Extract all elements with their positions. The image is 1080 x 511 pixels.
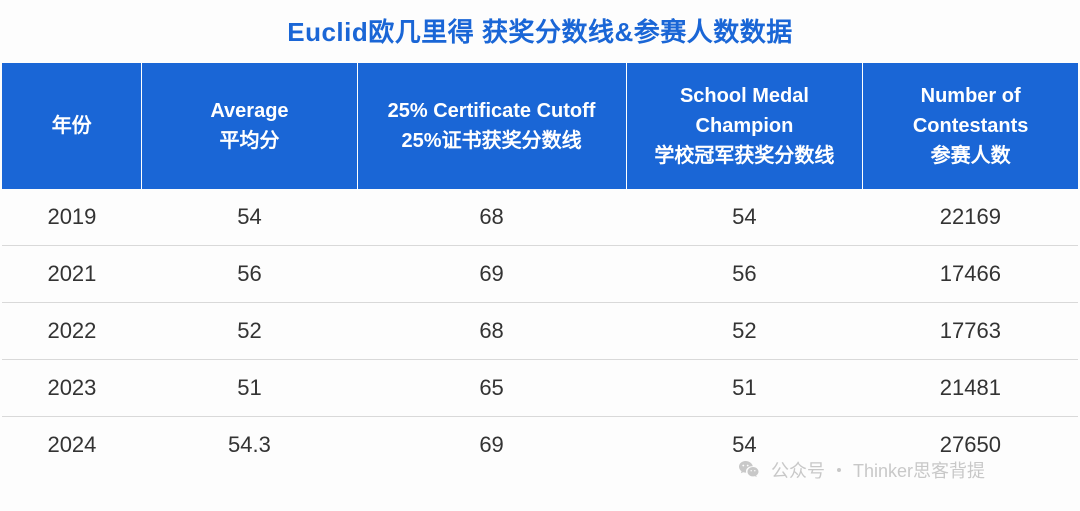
- table-row: 201954685422169: [2, 189, 1078, 246]
- cell-cutoff: 69: [357, 417, 626, 474]
- cell-medal: 54: [626, 189, 863, 246]
- cell-year: 2021: [2, 246, 142, 303]
- cell-year: 2024: [2, 417, 142, 474]
- page-title: Euclid欧几里得 获奖分数线&参赛人数数据: [2, 0, 1078, 63]
- cell-contestants: 17466: [863, 246, 1078, 303]
- cell-cutoff: 68: [357, 303, 626, 360]
- header-medal-line2: 学校冠军获奖分数线: [637, 141, 853, 171]
- header-cutoff-line2: 25%证书获奖分数线: [368, 126, 616, 156]
- header-cutoff: 25% Certificate Cutoff 25%证书获奖分数线: [357, 63, 626, 189]
- table-row: 202252685217763: [2, 303, 1078, 360]
- cell-year: 2023: [2, 360, 142, 417]
- table-header: 年份 Average 平均分 25% Certificate Cutoff 25…: [2, 63, 1078, 189]
- cell-contestants: 27650: [863, 417, 1078, 474]
- cell-year: 2022: [2, 303, 142, 360]
- header-avg: Average 平均分: [142, 63, 357, 189]
- cell-medal: 51: [626, 360, 863, 417]
- cell-avg: 54: [142, 189, 357, 246]
- header-cutoff-line1: 25% Certificate Cutoff: [388, 100, 596, 122]
- cell-avg: 54.3: [142, 417, 357, 474]
- cell-avg: 56: [142, 246, 357, 303]
- cell-contestants: 21481: [863, 360, 1078, 417]
- header-year: 年份: [2, 63, 142, 189]
- cell-medal: 52: [626, 303, 863, 360]
- cell-medal: 54: [626, 417, 863, 474]
- table-body: 2019546854221692021566956174662022526852…: [2, 189, 1078, 473]
- header-medal-line1: School Medal Champion: [680, 85, 809, 137]
- table-container: Euclid欧几里得 获奖分数线&参赛人数数据 年份 Average 平均分 2…: [0, 0, 1080, 473]
- header-contestants-line2: 参赛人数: [873, 141, 1068, 171]
- cell-cutoff: 69: [357, 246, 626, 303]
- table-row: 202351655121481: [2, 360, 1078, 417]
- table-row: 202454.3695427650: [2, 417, 1078, 474]
- data-table: 年份 Average 平均分 25% Certificate Cutoff 25…: [2, 63, 1078, 473]
- header-avg-line2: 平均分: [152, 126, 346, 156]
- cell-medal: 56: [626, 246, 863, 303]
- header-avg-line1: Average: [210, 100, 288, 122]
- header-contestants-line1: Number of Contestants: [913, 85, 1029, 137]
- header-year-line1: 年份: [52, 115, 92, 137]
- cell-cutoff: 65: [357, 360, 626, 417]
- header-medal: School Medal Champion 学校冠军获奖分数线: [626, 63, 863, 189]
- cell-contestants: 17763: [863, 303, 1078, 360]
- cell-contestants: 22169: [863, 189, 1078, 246]
- cell-avg: 51: [142, 360, 357, 417]
- header-contestants: Number of Contestants 参赛人数: [863, 63, 1078, 189]
- cell-cutoff: 68: [357, 189, 626, 246]
- table-row: 202156695617466: [2, 246, 1078, 303]
- cell-year: 2019: [2, 189, 142, 246]
- cell-avg: 52: [142, 303, 357, 360]
